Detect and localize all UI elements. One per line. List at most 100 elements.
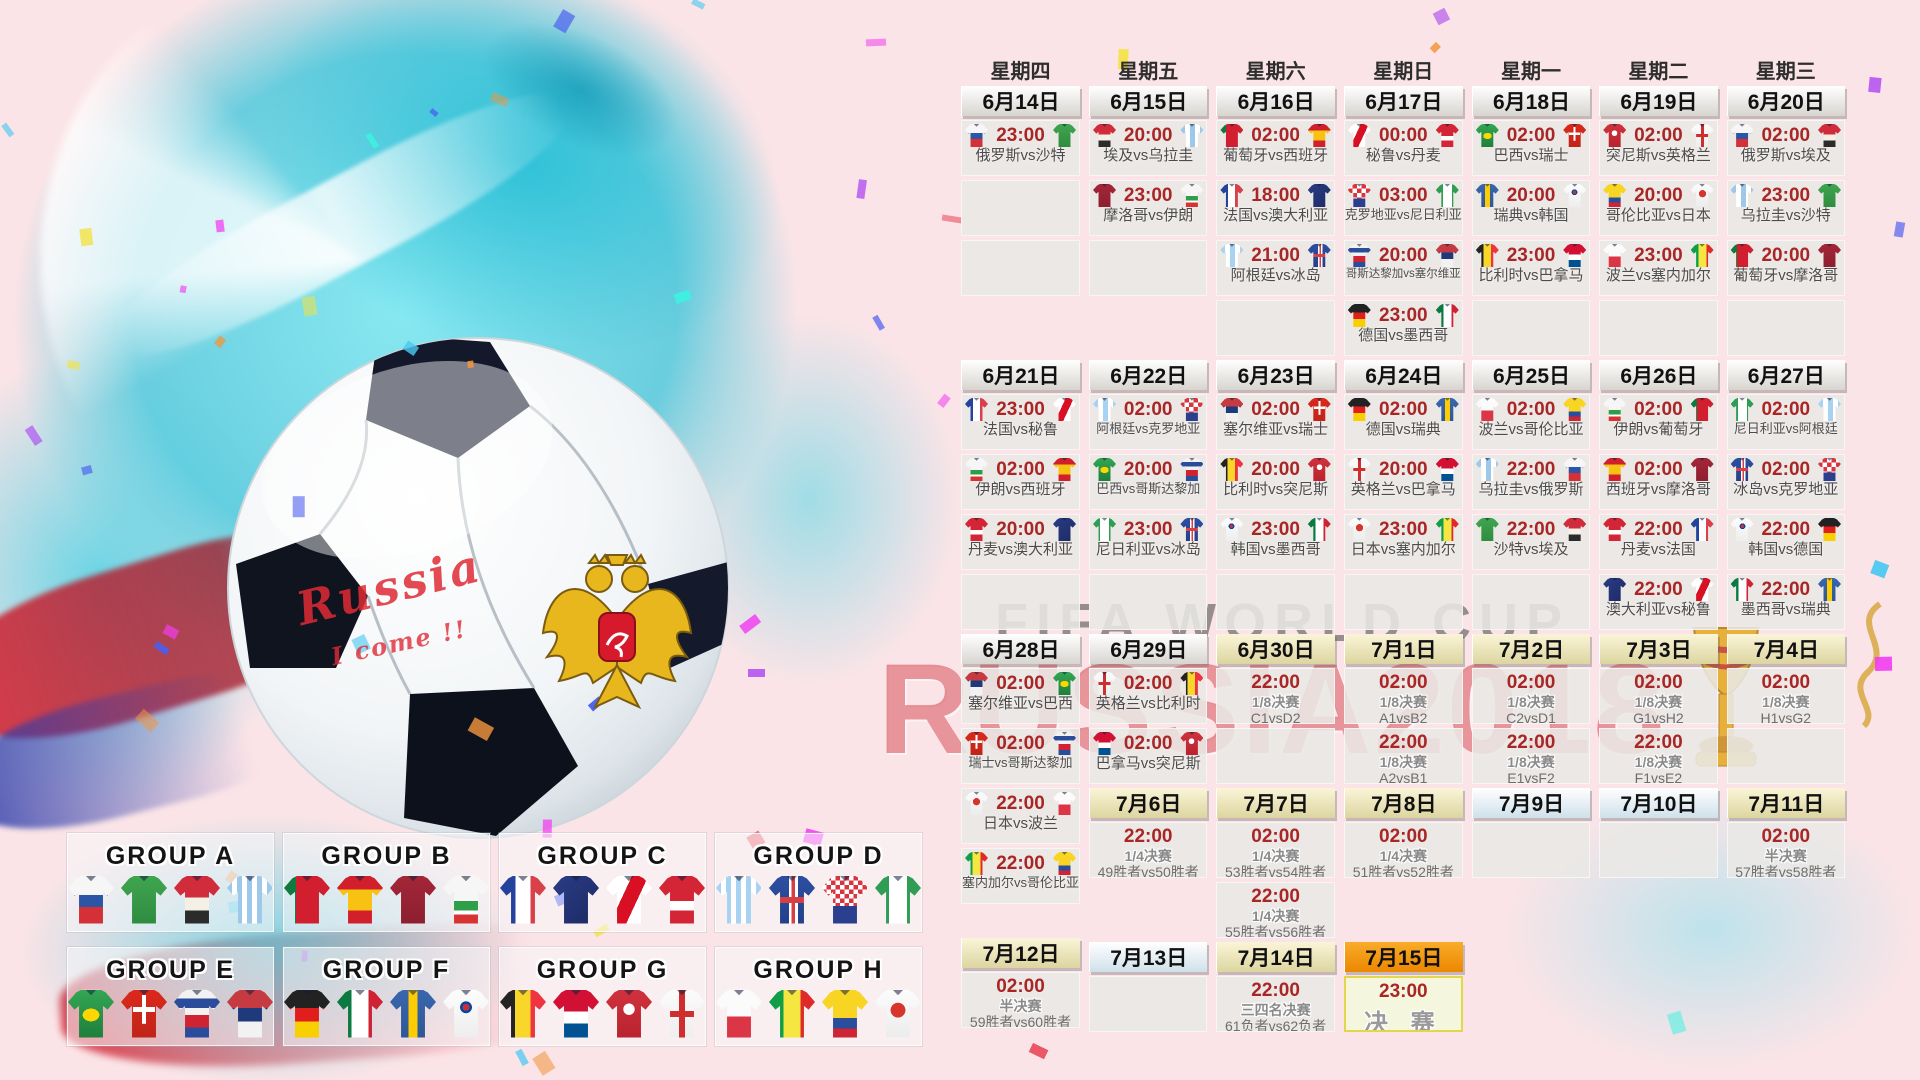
weekday-label: 星期五: [1118, 61, 1179, 83]
match-cell: 22:00 韩国vs德国: [1726, 514, 1845, 570]
group-title: GROUP H: [753, 955, 884, 984]
team-jersey-icon: [1180, 732, 1204, 755]
confetti-piece: [1430, 41, 1441, 53]
group-box: GROUP H: [715, 947, 922, 1046]
empty-cell: [1089, 240, 1208, 296]
match-teams: 西班牙vs摩洛哥: [1605, 481, 1711, 498]
team-jersey-icon: [1435, 124, 1459, 147]
match-time: 22:00: [1761, 578, 1811, 600]
team-jersey-icon: [1053, 518, 1077, 541]
match-teams: 阿根廷vs克罗地亚: [1096, 421, 1201, 436]
date-header: 6月23日: [1216, 360, 1335, 390]
match-row: 02:00: [1345, 395, 1462, 421]
pairing-label: 49胜者vs50胜者: [1097, 864, 1199, 878]
group-title: GROUP C: [537, 841, 668, 870]
match-time: 22:00: [1506, 518, 1556, 540]
empty-cell: [1089, 574, 1208, 630]
team-jersey-icon: [1475, 244, 1499, 267]
confetti-piece: [1893, 221, 1906, 238]
team-jersey-icon: [1818, 184, 1841, 207]
team-jersey-icon: [68, 875, 114, 924]
team-jersey-icon: [1347, 518, 1371, 541]
confetti-piece: [1874, 657, 1892, 672]
team-jersey-icon: [1475, 124, 1499, 147]
match-time: 02:00: [996, 458, 1045, 480]
match-row: 21:00: [1217, 241, 1333, 267]
match-teams: 澳大利亚vs秘鲁: [1605, 601, 1711, 618]
weekday-label: 星期一: [1501, 61, 1561, 83]
match-cell: 23:00 德国vs墨西哥: [1343, 300, 1463, 356]
pairing-label: C2vsD1: [1506, 710, 1556, 724]
team-jersey-icon: [965, 398, 988, 421]
team-jersey-icon: [1220, 184, 1244, 207]
team-jersey-icon: [1347, 184, 1371, 207]
match-teams: 塞尔维亚vs瑞士: [1223, 421, 1329, 438]
match-time: 02:00: [996, 976, 1045, 997]
match-cell: 23:00 俄罗斯vs沙特: [961, 120, 1081, 176]
date-header: 7月10日: [1599, 788, 1718, 818]
match-row: 02:00: [1090, 669, 1206, 695]
match-cell: 23:00 尼日利亚vs冰岛: [1089, 514, 1208, 570]
team-jersey-icon: [1730, 244, 1754, 267]
team-jersey-icon: [1053, 458, 1077, 481]
team-jersey-icon: [1690, 184, 1714, 207]
match-time: 23:00: [1379, 518, 1428, 540]
date-header: 7月8日: [1343, 788, 1463, 818]
match-row: 02:00: [1217, 395, 1333, 421]
team-jersey-icon: [1475, 518, 1499, 541]
team-jersey-icon: [1563, 244, 1587, 267]
match-row: 20:00: [1600, 181, 1716, 207]
team-jersey-icon: [1220, 124, 1244, 147]
pairing-label: E1vsF2: [1507, 770, 1555, 784]
match-time: 23:00: [996, 398, 1045, 420]
team-jersey-icon: [121, 875, 167, 924]
calendar-column: 星期三 6月20日 02:00 俄罗斯vs埃及 23:00 乌拉圭vs沙特 20:00 葡萄牙…: [1726, 55, 1845, 1036]
match-time: 02:00: [1123, 398, 1173, 420]
group-title: GROUP F: [322, 955, 451, 984]
match-cell: 02:00 葡萄牙vs西班牙: [1216, 120, 1335, 176]
team-jersey-icon: [769, 989, 815, 1038]
pairing-label: 59胜者vs60胜者: [969, 1014, 1072, 1028]
confetti-piece: [301, 295, 317, 317]
date-header: 6月27日: [1726, 360, 1845, 390]
match-teams: 沙特vs埃及: [1493, 541, 1569, 558]
team-jersey-icon: [1563, 184, 1587, 207]
match-teams: 葡萄牙vs摩洛哥: [1733, 267, 1839, 284]
match-row: 00:00: [1345, 121, 1462, 147]
date-header: 7月14日: [1216, 942, 1335, 972]
match-cell: 02:00 瑞士vs哥斯达黎加: [961, 728, 1081, 784]
match-time: 02:00: [1634, 672, 1683, 693]
team-jersey-icon: [875, 989, 921, 1038]
team-jersey-icon: [68, 989, 114, 1038]
group-box: GROUP C: [499, 833, 706, 932]
date-header: 6月16日: [1216, 86, 1335, 116]
round-label: 1/8决赛: [1634, 754, 1683, 770]
match-time: 23:00: [996, 124, 1045, 146]
date-header: 7月11日: [1726, 788, 1845, 818]
empty-cell: [1216, 574, 1335, 630]
match-row: 23:00: [962, 395, 1079, 421]
team-jersey-icon: [337, 989, 383, 1038]
match-teams: 英格兰vs比利时: [1095, 695, 1201, 712]
team-jersey-icon: [606, 989, 652, 1038]
group-title: GROUP D: [753, 841, 884, 870]
empty-cell: [1726, 300, 1845, 356]
match-row: 02:00: [1090, 729, 1206, 755]
pairing-label: A1vsB2: [1379, 710, 1428, 724]
knockout-cell: 02:00 1/8决赛 C2vsD1: [1471, 668, 1591, 724]
team-jersey-icon: [1180, 518, 1204, 541]
team-jersey-icon: [965, 732, 988, 755]
group-title: GROUP B: [321, 841, 452, 870]
match-cell: 22:00 澳大利亚vs秘鲁: [1599, 574, 1718, 630]
knockout-cell: 22:00 1/8决赛 E1vsF2: [1471, 728, 1591, 784]
round-label: 1/8决赛: [1762, 694, 1810, 710]
team-jersey-icon: [1180, 458, 1204, 481]
team-jersey-icon: [1093, 398, 1117, 421]
team-jersey-icon: [1180, 398, 1204, 421]
match-cell: 23:00 摩洛哥vs伊朗: [1089, 180, 1208, 236]
team-jersey-icon: [1435, 184, 1459, 207]
match-teams: 比利时vs巴拿马: [1478, 267, 1584, 284]
knockout-cell: 02:00 半决赛 57胜者vs58胜者: [1726, 822, 1845, 878]
empty-cell: [1471, 822, 1591, 878]
weekday-label: 星期日: [1373, 61, 1434, 83]
